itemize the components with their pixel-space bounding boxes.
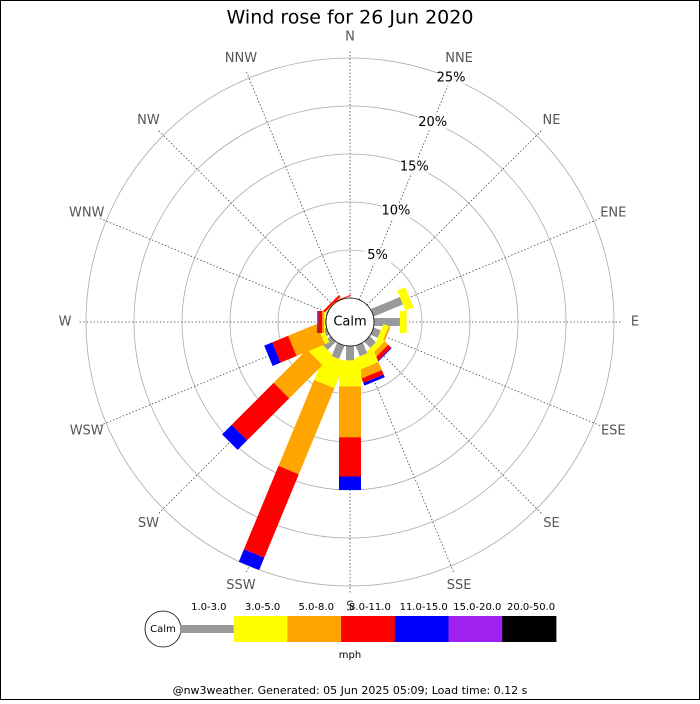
direction-label: ESE [601, 424, 626, 439]
legend-label: 3.0-5.0 [245, 602, 280, 613]
direction-label: NW [137, 113, 160, 128]
spoke [157, 129, 334, 306]
legend-label: 5.0-8.0 [299, 602, 334, 613]
calm-circle [325, 297, 375, 347]
bar-segment [222, 424, 248, 450]
bar-segment [272, 335, 297, 363]
bar-segment [318, 311, 323, 333]
legend-swatch [233, 616, 288, 642]
bar-segment [324, 311, 326, 333]
bar-segment [399, 311, 407, 333]
legend-label: 8.0-11.0 [349, 602, 391, 613]
bar-segment [243, 465, 299, 558]
ring [133, 105, 567, 539]
bar-segment [372, 344, 392, 364]
spoke [372, 217, 602, 314]
legend-swatch [180, 625, 235, 633]
bar-segment [322, 336, 336, 350]
direction-label: E [631, 315, 639, 330]
bar-segment [358, 362, 382, 379]
bar-segment [273, 349, 323, 399]
legend-swatch [341, 616, 396, 642]
spoke [358, 344, 455, 574]
bar-segment [331, 342, 345, 360]
legend-label: 20.0-50.0 [507, 602, 555, 613]
bar-segment [361, 370, 384, 383]
bar-segment [288, 323, 325, 357]
legend-unit: mph [339, 650, 361, 661]
bar-segment [339, 437, 361, 477]
spoke [366, 129, 543, 306]
direction-label: WSW [70, 424, 104, 439]
legend-swatch [448, 616, 503, 642]
bar-segment [375, 347, 392, 364]
spoke [157, 338, 334, 515]
ring-label-bg [381, 203, 410, 220]
ring-label: 25% [437, 71, 466, 86]
bar-segment [330, 294, 351, 305]
spoke [372, 330, 602, 427]
bar-segment [370, 327, 381, 338]
chart-title: Wind rose for 26 Jun 2020 [227, 7, 474, 29]
legend-label: 15.0-20.0 [453, 602, 501, 613]
direction-label: NE [543, 113, 561, 128]
spoke [358, 70, 455, 300]
calm-label: Calm [333, 315, 366, 330]
ring-label-bg [418, 114, 447, 131]
footer: @nw3weather. Generated: 05 Jun 2025 05:0… [173, 684, 528, 697]
direction-label: NNE [445, 51, 473, 66]
direction-label: W [59, 315, 72, 330]
bar-segment [346, 346, 354, 361]
bar-segment [363, 374, 385, 386]
bar-segment [370, 296, 403, 317]
spoke [366, 338, 543, 515]
bar-segment [339, 360, 361, 387]
bar-segment [397, 287, 414, 311]
bar-segment [238, 549, 265, 571]
direction-label: SSE [447, 578, 472, 593]
ring-label-bg [437, 70, 466, 87]
ring-label-bg [400, 158, 429, 175]
direction-label: WNW [69, 205, 105, 220]
bar-segment [325, 308, 330, 317]
bar-segment [264, 342, 281, 366]
bar-segment [339, 386, 361, 438]
direction-label: ENE [600, 205, 626, 220]
bar-segment [231, 382, 290, 441]
ring-label-bg [363, 247, 392, 264]
legend-swatch [394, 616, 449, 642]
direction-label: SE [543, 516, 559, 531]
direction-label: NNW [225, 51, 257, 66]
bar-segment [323, 295, 341, 313]
ring-label: 15% [400, 159, 429, 174]
spoke [98, 217, 328, 314]
legend-label: 11.0-15.0 [400, 602, 448, 613]
legend-label: 1.0-3.0 [191, 602, 226, 613]
legend-calm-label: Calm [150, 624, 176, 635]
bar-segment [339, 476, 361, 490]
bar-segment [355, 342, 368, 357]
bar-segment [317, 311, 319, 333]
legend-swatch [287, 616, 342, 642]
bar-segment [365, 337, 385, 357]
bar-segment [323, 327, 330, 336]
bar-segment [374, 318, 400, 326]
spoke [98, 330, 328, 427]
legend-swatch [502, 616, 557, 642]
ring [85, 57, 615, 587]
bar-segment [278, 379, 335, 475]
spoke [245, 70, 342, 300]
direction-label: SSW [226, 578, 256, 593]
ring-label: 20% [418, 115, 447, 130]
direction-label: SW [138, 516, 159, 531]
ring-label: 5% [367, 248, 388, 263]
ring-label: 10% [381, 204, 410, 219]
direction-label: S [346, 600, 354, 615]
bar-segment [322, 311, 325, 333]
direction-label: N [345, 30, 355, 45]
